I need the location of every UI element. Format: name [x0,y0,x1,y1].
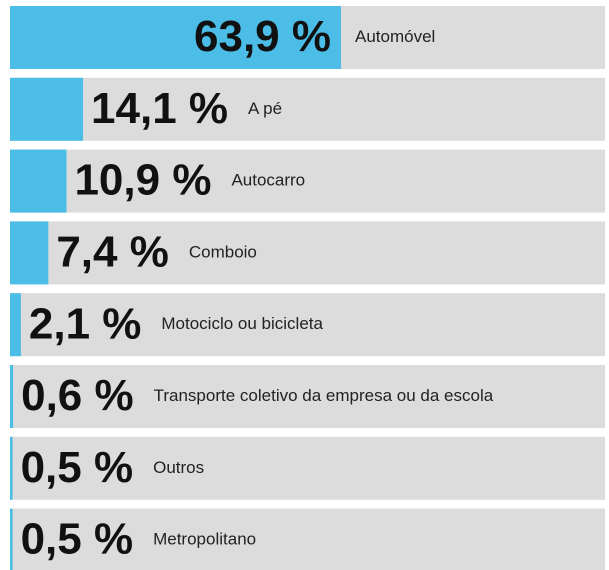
category-label: Motociclo ou bicicleta [161,314,323,333]
bar [10,6,341,69]
category-label: Metropolitano [153,530,256,549]
bar-background [10,365,605,428]
bar [10,293,21,357]
bar-background [10,436,605,500]
bar-background [10,293,605,357]
value-label: 0,5 % [21,443,134,492]
category-label: Outros [153,458,204,477]
value-label: 10,9 % [74,156,211,205]
category-label: A pé [248,99,282,118]
category-label: Comboio [189,242,257,261]
value-label: 63,9 % [194,12,331,61]
bar-background [10,77,605,141]
category-label: Transporte coletivo da empresa ou da esc… [154,386,494,405]
bar-background [10,508,605,570]
category-label: Automóvel [355,27,435,46]
bar [10,508,13,570]
value-label: 0,5 % [21,515,134,564]
bar [10,149,67,213]
bar [10,365,14,428]
value-label: 0,6 % [21,371,134,420]
value-label: 7,4 % [56,228,169,277]
bar-background [10,221,605,285]
value-label: 2,1 % [29,299,142,348]
category-label: Autocarro [231,171,305,190]
bar-background [10,149,605,213]
bar [10,221,49,285]
bar [10,436,13,500]
value-label: 14,1 % [91,84,228,133]
bar [10,77,84,141]
